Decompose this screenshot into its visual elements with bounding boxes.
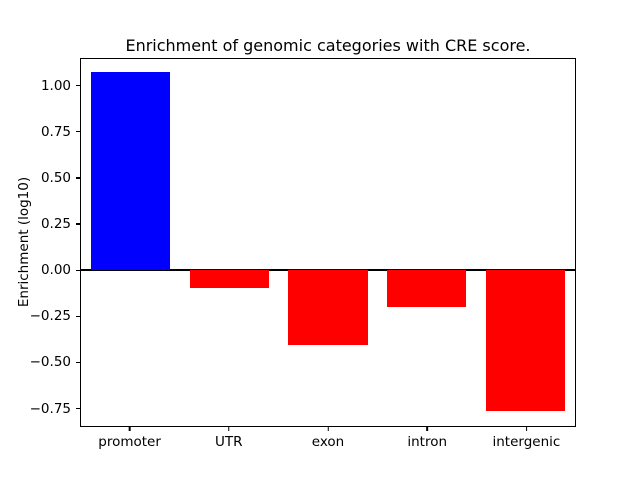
y-tick-label: −0.25 [29, 308, 71, 325]
y-axis-ticks: 1.00 0.75 0.50 0.25 0.00 −0.25 −0.50 −0.75 [0, 58, 80, 427]
chart-title: Enrichment of genomic categories with CR… [125, 36, 531, 55]
y-tick-label: 0.25 [40, 216, 71, 233]
y-tick-−0.75: −0.75 [1, 401, 80, 417]
y-tick-label: 0.50 [40, 169, 71, 186]
y-tick-label: 0.75 [40, 123, 71, 140]
y-tick-mark [76, 85, 80, 87]
y-tick-mark [76, 269, 80, 271]
y-tick-mark [76, 407, 80, 410]
y-tick-mark [76, 131, 80, 133]
bar-promoter [90, 71, 170, 271]
bar-exon [288, 270, 368, 346]
y-tick-mark [76, 223, 80, 225]
plot-area [80, 58, 576, 427]
y-tick-0.50: 0.50 [1, 170, 80, 186]
x-axis-ticks: promoter UTR exon intron intergenic [80, 427, 576, 457]
x-tick-mark [228, 427, 230, 431]
x-tick-label: promoter [98, 434, 161, 450]
x-tick-label: exon [311, 434, 345, 450]
bar-intron [387, 270, 467, 307]
y-tick-label: −0.50 [29, 354, 71, 371]
y-tick-0.25: 0.25 [1, 216, 80, 232]
y-tick-mark [76, 177, 80, 179]
x-tick-UTR: UTR [215, 427, 243, 450]
y-tick-0.75: 0.75 [1, 124, 80, 140]
x-tick-label: UTR [215, 434, 243, 450]
x-tick-promoter: promoter [98, 427, 161, 450]
y-tick-−0.50: −0.50 [1, 354, 80, 370]
x-tick-mark [426, 427, 428, 431]
y-tick-−0.25: −0.25 [1, 308, 80, 324]
x-tick-intergenic: intergenic [492, 427, 560, 450]
y-tick-0.00: 0.00 [1, 262, 80, 278]
y-tick-mark [76, 361, 80, 364]
bar-UTR [189, 270, 269, 289]
x-tick-mark [525, 427, 527, 431]
x-tick-intron: intron [407, 427, 447, 450]
x-tick-label: intron [407, 434, 448, 450]
y-tick-mark [76, 315, 80, 317]
x-tick-label: intergenic [492, 434, 561, 450]
x-tick-exon: exon [312, 427, 344, 450]
x-tick-mark [327, 427, 329, 431]
y-tick-label: −0.75 [29, 400, 71, 417]
y-tick-label: 0.00 [40, 262, 71, 279]
x-tick-mark [129, 427, 131, 431]
bar-intergenic [486, 270, 566, 412]
y-tick-1.00: 1.00 [1, 78, 80, 94]
y-tick-label: 1.00 [40, 77, 71, 94]
